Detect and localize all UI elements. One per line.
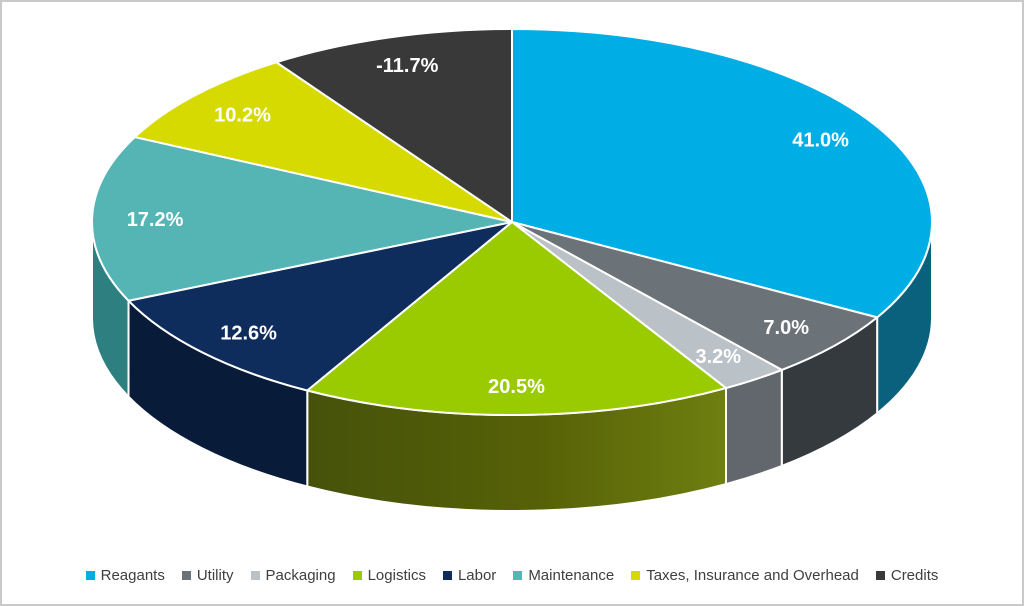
pie-chart: 41.0%7.0%3.2%20.5%12.6%17.2%10.2%-11.7%	[91, 28, 933, 512]
legend-item-utility[interactable]: Utility	[181, 566, 234, 584]
pie-slice-side-packaging	[725, 368, 783, 486]
legend-label-maintenance: Maintenance	[528, 566, 615, 584]
legend-label-credits: Credits	[890, 566, 939, 584]
pie-top-faces	[91, 28, 933, 416]
pie-slice-maintenance[interactable]	[91, 136, 513, 302]
legend-item-taxes-insurance-and-overhead[interactable]: Taxes, Insurance and Overhead	[631, 567, 859, 584]
legend-item-maintenance[interactable]: Maintenance	[513, 567, 614, 584]
legend-swatch-credits	[875, 570, 885, 580]
legend-swatch-utility	[181, 570, 191, 580]
pie-slice-logistics[interactable]	[306, 221, 727, 416]
chart-legend: Reagants Utility Packaging Logistics Labor Ma…	[2, 562, 1022, 588]
pie-slice-taxes-insurance-and-overhead[interactable]	[133, 61, 513, 223]
pie-slice-utility[interactable]	[511, 221, 879, 371]
legend-label-reagants: Reagants	[100, 566, 165, 584]
legend-item-labor[interactable]: Labor	[442, 566, 497, 584]
pie-slice-reagants[interactable]	[511, 28, 933, 319]
legend-label-taxes-insurance-and-overhead: Taxes, Insurance and Overhead	[646, 566, 859, 584]
legend-swatch-reagants	[85, 570, 95, 580]
legend-label-labor: Labor	[457, 566, 497, 584]
pie-slice-labor[interactable]	[127, 221, 513, 392]
legend-swatch-packaging	[250, 570, 260, 580]
legend-label-logistics: Logistics	[367, 566, 426, 584]
pie-3d-sides	[91, 221, 933, 512]
legend-item-credits[interactable]: Credits	[875, 566, 939, 584]
legend-swatch-labor	[442, 570, 452, 580]
legend-label-utility: Utility	[196, 566, 234, 584]
legend-swatch-logistics	[352, 570, 362, 580]
legend-swatch-maintenance	[513, 570, 523, 580]
legend-swatch-taxes-insurance-and-overhead	[631, 570, 641, 580]
legend-item-logistics[interactable]: Logistics	[352, 566, 426, 584]
legend-label-packaging: Packaging	[265, 566, 336, 584]
legend-item-reagants[interactable]: Reagants	[85, 566, 165, 584]
pie-slice-credits[interactable]	[275, 28, 513, 223]
legend-item-packaging[interactable]: Packaging	[250, 566, 336, 584]
